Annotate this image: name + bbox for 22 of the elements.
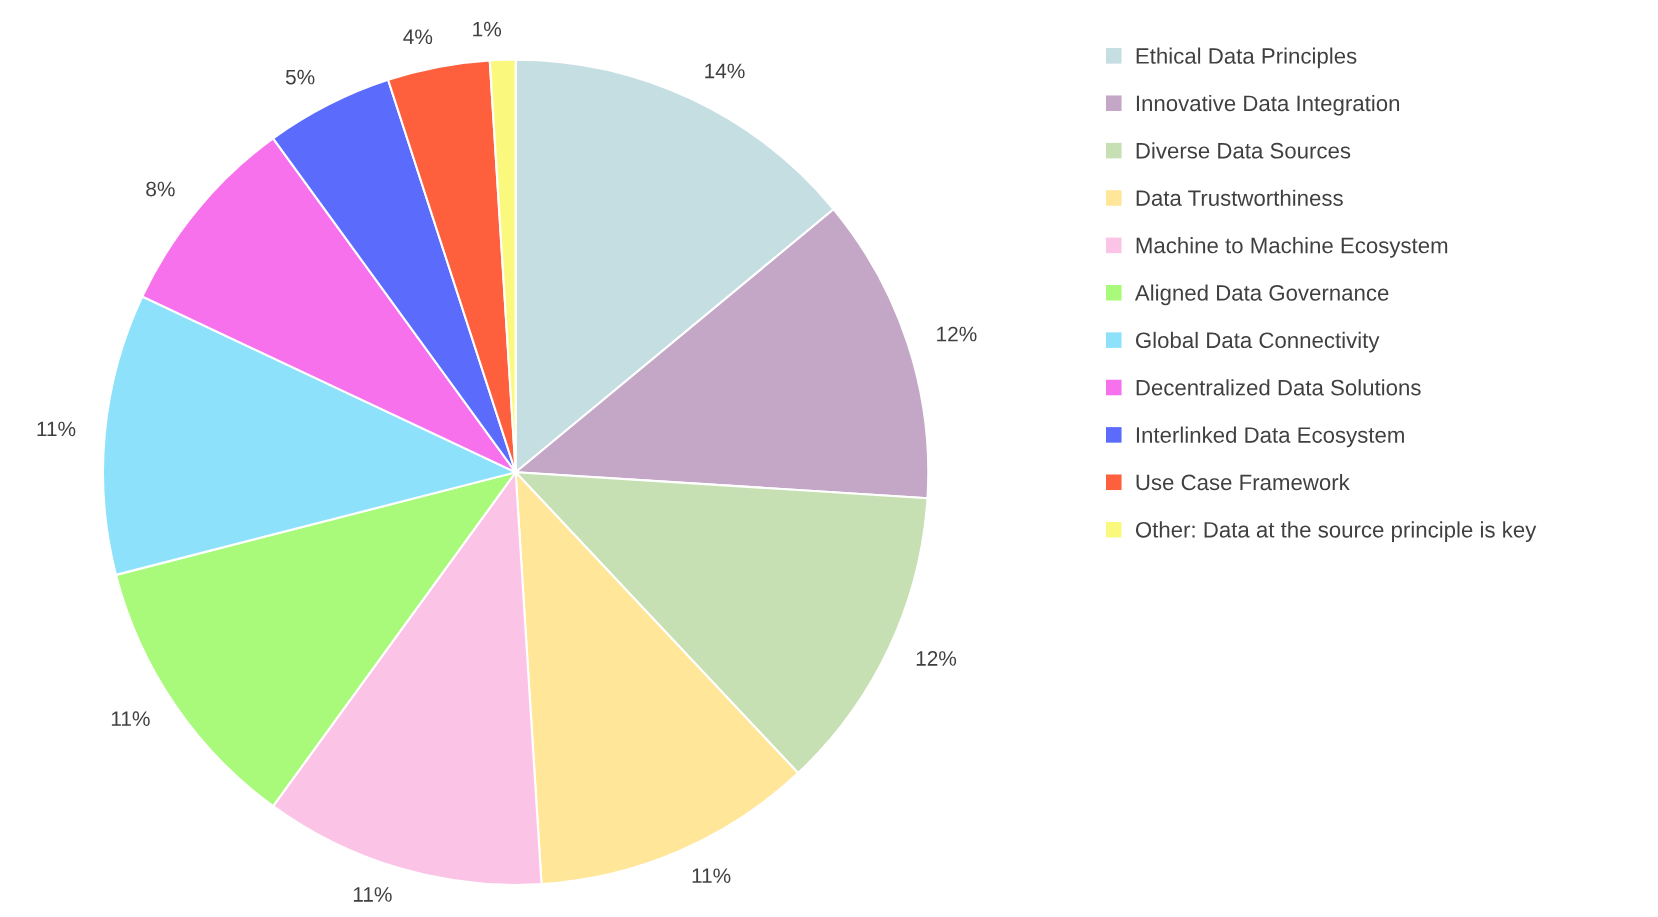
data-label: 11%	[692, 868, 731, 883]
legend-label: Innovative Data Integration	[1136, 94, 1400, 116]
legend-label: Other: Data at the source principle is key	[1135, 521, 1537, 543]
data-label: 12%	[937, 326, 977, 342]
data-label: 11%	[353, 887, 392, 902]
legend-label: Global Data Connectivity	[1136, 331, 1380, 353]
legend-label: Machine to Machine Ecosystem	[1136, 237, 1448, 258]
legend-label: Use Case Framework	[1136, 473, 1350, 491]
legend-label: Decentralized Data Solutions	[1136, 379, 1421, 396]
legend-label: Data Trustworthiness	[1136, 189, 1343, 206]
data-label: 12%	[916, 651, 957, 666]
data-label: 11%	[111, 711, 150, 726]
legend-label: Interlinked Data Ecosystem	[1136, 426, 1404, 448]
data-label: 4%	[403, 29, 433, 45]
data-label: 5%	[285, 69, 315, 85]
data-label: 14%	[705, 63, 745, 79]
data-label: 1%	[473, 21, 502, 37]
data-label: 8%	[146, 181, 175, 197]
legend-label: Diverse Data Sources	[1136, 142, 1351, 159]
legend-label: Aligned Data Governance	[1134, 284, 1389, 306]
legend-label: Ethical Data Principles	[1136, 47, 1357, 69]
data-label: 11%	[37, 421, 76, 437]
